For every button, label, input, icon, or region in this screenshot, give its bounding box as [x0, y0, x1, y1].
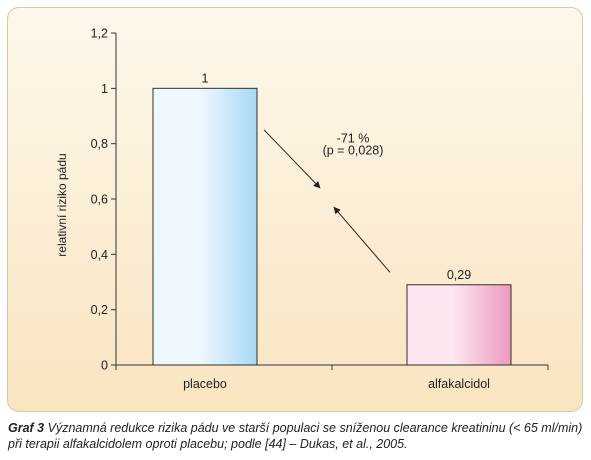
- x-category-label: placebo: [183, 377, 227, 391]
- y-tick-label: 0,6: [91, 193, 108, 207]
- annotation-pvalue: (p = 0,028): [323, 144, 384, 158]
- bar-placebo: [152, 87, 258, 366]
- figure-caption: Graf 3 Významná redukce rizika pádu ve s…: [8, 420, 583, 452]
- y-tick-label: 1,2: [91, 27, 108, 41]
- reduction-arrow-down: [263, 129, 321, 189]
- y-tick-label: 0: [101, 359, 108, 373]
- bar-value-label: 1: [202, 71, 209, 85]
- bar-alfakalcidol: [406, 284, 512, 366]
- y-tick-label: 0,2: [91, 303, 108, 317]
- y-tick-label: 1: [101, 82, 108, 96]
- reduction-arrow-up: [333, 206, 391, 273]
- caption-text: Významná redukce rizika pádu ve starší p…: [8, 421, 583, 451]
- bar-value-label: 0,29: [447, 268, 471, 282]
- caption-label: Graf 3: [8, 421, 45, 435]
- annotation-percent: -71 %: [337, 131, 370, 145]
- y-tick-label: 0,4: [91, 248, 108, 262]
- chart-panel: 0 0,2 0,4 0,6 0,8 1 1,2 relativní riziko pádu 1 p…: [7, 7, 583, 412]
- x-category-label: alfakalcidol: [428, 377, 490, 391]
- y-axis-label: relativní riziko pádu: [55, 153, 69, 256]
- y-tick-label: 0,8: [91, 137, 108, 151]
- bar-chart: 0 0,2 0,4 0,6 0,8 1 1,2 relativní riziko pádu 1 p…: [55, 27, 549, 391]
